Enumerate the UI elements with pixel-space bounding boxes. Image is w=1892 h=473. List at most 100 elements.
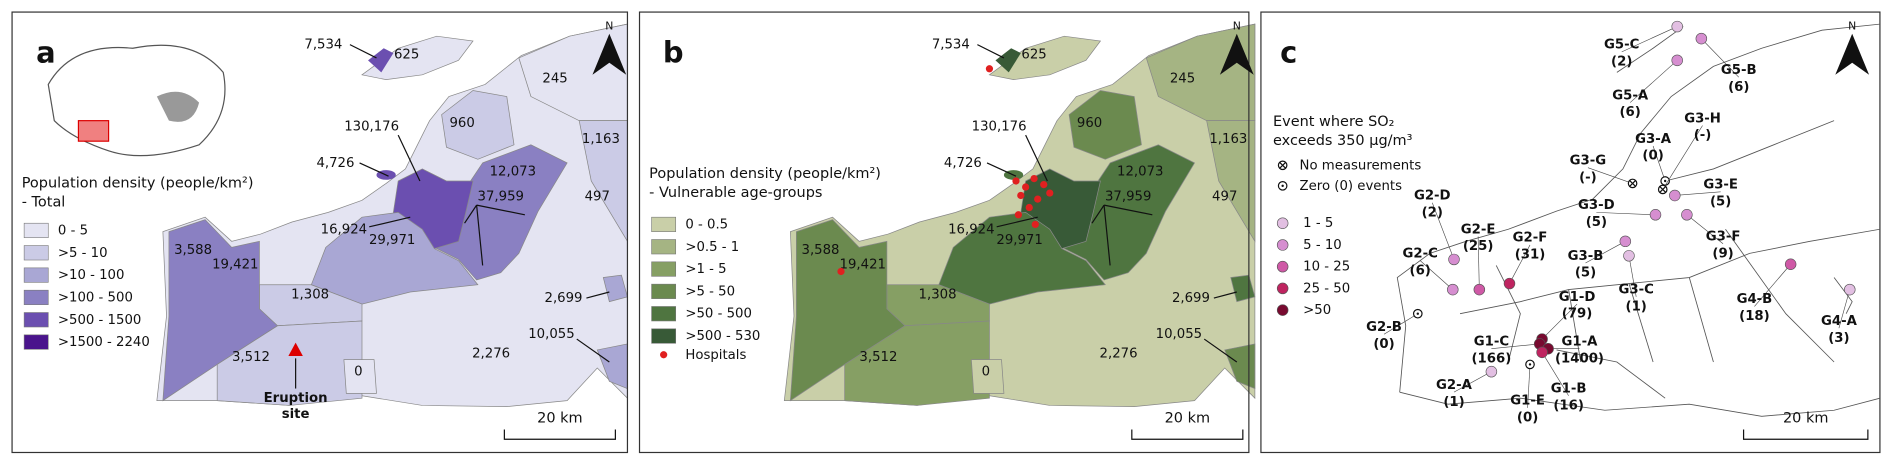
site-marker (1503, 277, 1516, 290)
leader-line (1652, 145, 1666, 182)
site-value: (16) (1553, 398, 1584, 413)
boundary (1616, 26, 1684, 73)
region-label: 1,163 (1209, 132, 1247, 147)
site-name: G3-D (1578, 198, 1615, 213)
leader-line (1091, 204, 1105, 224)
region-label: 0 (982, 365, 990, 380)
region-label: 625 (1021, 47, 1046, 62)
map-panel: c N 20 km Event where SO₂ exceeds 350 µg/m³ N… (1260, 11, 1881, 454)
site-value: (-) (1694, 128, 1712, 143)
boundary (1688, 277, 1714, 363)
legend-swatch (23, 267, 49, 283)
legend-label: 0 - 0.5 (685, 217, 728, 232)
region-label: 130,176 (344, 120, 399, 135)
hospital (1012, 177, 1020, 185)
zero-event-dot (1528, 363, 1532, 366)
region (361, 35, 474, 81)
region-label: 10,055 (1156, 327, 1202, 342)
region-label: 7,534 (304, 38, 342, 53)
legend-swatch (651, 328, 677, 344)
region-label: 1,308 (919, 287, 957, 302)
site-name: G1-B (1551, 382, 1587, 397)
island (368, 48, 394, 73)
boundary (1556, 349, 1666, 399)
site-marker (1623, 250, 1635, 262)
panel-letter: a (36, 35, 56, 69)
eruption-marker (288, 342, 303, 356)
legend-label: >50 (1303, 303, 1331, 318)
site-marker (1671, 20, 1683, 33)
leader-line (1477, 236, 1480, 290)
leader-line (359, 162, 389, 177)
region (1068, 90, 1142, 160)
site-value: (0) (1517, 410, 1538, 425)
hospital (1017, 191, 1025, 200)
legend-label: 10 - 25 (1303, 260, 1350, 275)
hospital (1040, 180, 1048, 189)
legend-label: 25 - 50 (1303, 281, 1350, 296)
site-name: G3-F (1706, 230, 1741, 245)
region-label: 16,924 (321, 222, 367, 237)
panel-letter: c (1280, 35, 1297, 69)
legend-label: Zero (0) events (1300, 179, 1403, 194)
site-name: G2-D (1414, 188, 1451, 203)
region-label: 3,588 (802, 243, 840, 258)
legend-swatch (651, 239, 677, 255)
scale-label: 20 km (1165, 411, 1210, 427)
region (216, 320, 363, 406)
leader-line (586, 291, 610, 299)
legend-label: >500 - 1500 (58, 313, 141, 328)
boundary (1628, 283, 1654, 363)
site-marker (1669, 189, 1681, 202)
zero-event-dot (1281, 184, 1284, 188)
region-label: 37,959 (478, 190, 524, 205)
region-label: 4,726 (316, 156, 354, 171)
site-value: (6) (1728, 80, 1749, 95)
region-label: 19,421 (840, 257, 886, 272)
site-name: G3-C (1619, 283, 1654, 298)
legend-swatch (651, 283, 677, 299)
leader-line (1629, 60, 1678, 103)
legend-label: >5 - 10 (58, 246, 108, 261)
leader-line (464, 204, 478, 224)
leader-line (1596, 212, 1656, 216)
site-value: (166) (1471, 351, 1511, 366)
no-measurement-cross (1279, 161, 1286, 169)
site-name: G3-A (1635, 132, 1672, 147)
site-marker (1447, 283, 1459, 296)
scale-bar (1742, 429, 1869, 440)
leader-line (1203, 338, 1238, 363)
site-name: G4-A (1821, 314, 1858, 329)
panel-frame (11, 11, 629, 454)
site-value: (2) (1611, 55, 1632, 70)
site-value: (3) (1828, 331, 1849, 346)
legend-label: 1 - 5 (1303, 216, 1333, 231)
site-marker (1671, 54, 1683, 67)
inset-box (77, 120, 110, 142)
region-label: 960 (449, 116, 474, 131)
region-label: 497 (1212, 190, 1237, 205)
region-label: 625 (394, 47, 419, 62)
leader-line (1585, 241, 1626, 264)
leader-line (476, 205, 484, 266)
legend-subtitle: - Total (22, 195, 66, 211)
hospital (1046, 189, 1054, 197)
site-name: G1-A (1562, 334, 1599, 349)
legend-swatch (23, 334, 49, 350)
legend-label: >1 - 5 (685, 262, 726, 277)
legend-label: >100 - 500 (58, 290, 133, 305)
site-value: (6) (1619, 105, 1640, 120)
leader-line (1754, 264, 1791, 307)
region (844, 320, 990, 406)
scale-bar (1131, 429, 1244, 440)
leader-line (1431, 202, 1455, 260)
site-name: G2-A (1436, 378, 1473, 393)
panel-letter: b (663, 35, 684, 69)
leader-line (1213, 291, 1237, 299)
legend-subtitle: - Vulnerable age-groups (649, 185, 822, 201)
region (1224, 343, 1256, 390)
leader-line (977, 44, 1005, 59)
leader-line (986, 162, 1017, 177)
annotation: site (282, 407, 310, 422)
